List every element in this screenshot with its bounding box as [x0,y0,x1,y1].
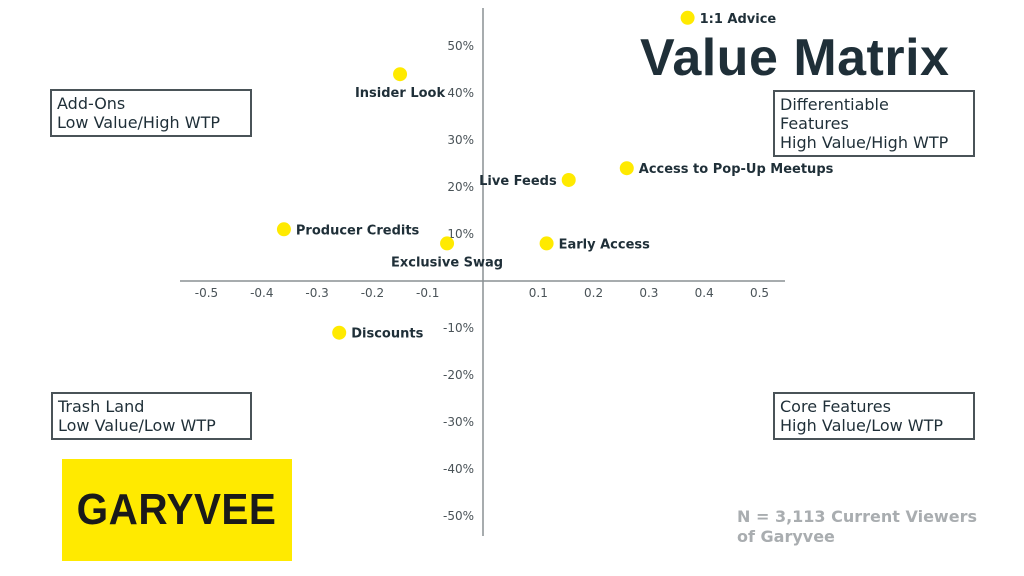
data-point-label: Discounts [351,327,423,342]
data-point [561,172,576,187]
quadrant-name: Core Features [780,397,891,416]
quadrant-description: High Value/Low WTP [780,416,944,435]
data-point-label: Exclusive Swag [391,255,503,270]
y-tick-label: 50% [447,39,474,53]
x-tick-label: -0.3 [305,286,328,300]
y-tick-labels: 50% 40% 30% 20% 10% -10% -20% -30% -40% -50% [443,39,474,523]
y-tick-label: 20% [447,180,474,194]
data-point [619,161,634,176]
footnote-line-1: N = 3,113 Current Viewers [737,507,977,526]
chart-title: Value Matrix [640,29,950,87]
x-tick-label: 0.2 [584,286,603,300]
data-point-label: 1:1 Advice [700,12,777,27]
y-tick-label: 40% [447,86,474,100]
y-tick-label: -10% [443,321,474,335]
footnote-line-2: of Garyvee [737,527,835,546]
quadrant-name: Trash Land [58,397,145,416]
data-point [393,67,408,82]
y-tick-label: -20% [443,368,474,382]
data-point [680,10,695,25]
x-tick-labels: -0.5 -0.4 -0.3 -0.2 -0.1 0.1 0.2 0.3 0.4 0.5 [195,286,769,300]
logo-text: GARYVEE [77,485,277,534]
data-point [332,325,347,340]
y-tick-label: 10% [447,227,474,241]
x-tick-label: -0.2 [361,286,384,300]
x-tick-label: 0.5 [750,286,769,300]
x-tick-label: 0.4 [695,286,714,300]
quadrant-label-top-left: Add-Ons Low Value/High WTP [50,89,252,137]
sample-size-footnote: N = 3,113 Current Viewers of Garyvee [737,507,977,547]
y-tick-label: -50% [443,509,474,523]
quadrant-description: Low Value/High WTP [57,113,221,132]
data-point-label: Access to Pop-Up Meetups [639,162,834,177]
garyvee-logo: GARYVEE [62,459,292,561]
x-tick-label: -0.5 [195,286,218,300]
y-tick-label: -30% [443,415,474,429]
data-point-label: Live Feeds [479,174,557,189]
quadrant-label-bottom-left: Trash Land Low Value/Low WTP [51,392,252,440]
quadrant-name: Add-Ons [57,94,126,113]
x-tick-label: -0.4 [250,286,273,300]
x-tick-label: -0.1 [416,286,439,300]
data-point-label: Early Access [559,237,651,252]
y-tick-label: -40% [443,462,474,476]
data-point-label: Producer Credits [296,223,420,238]
y-tick-label: 30% [447,133,474,147]
quadrant-label-top-right: Differentiable Features High Value/High … [773,90,975,157]
quadrant-description: Low Value/Low WTP [58,416,216,435]
quadrant-label-bottom-right: Core Features High Value/Low WTP [773,392,975,440]
data-points: 1:1 Advice Insider Look Access to Pop-Up M… [276,10,834,342]
x-tick-label: 0.1 [529,286,548,300]
x-tick-label: 0.3 [639,286,658,300]
quadrant-description: High Value/High WTP [780,133,949,152]
quadrant-name-line-1: Differentiable [780,95,889,114]
data-point [276,222,291,237]
data-point [539,236,554,251]
data-point [440,236,455,251]
quadrant-name-line-2: Features [780,114,849,133]
data-point-label: Insider Look [355,86,445,101]
